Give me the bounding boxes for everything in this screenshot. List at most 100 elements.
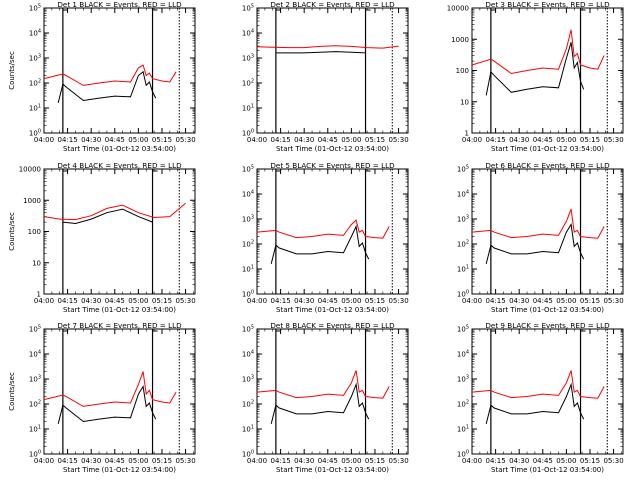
plot-frame [256, 328, 409, 455]
x-tick-label: 04:45 [318, 297, 338, 305]
x-tick-label: 05:00 [128, 136, 148, 144]
x-tick-label: 04:15 [486, 297, 506, 305]
y-tick-label: 101 [29, 104, 41, 113]
y-tick-label: 1 [37, 291, 41, 299]
x-tick-label: 04:45 [318, 136, 338, 144]
y-tick-label: 102 [242, 79, 254, 88]
series-line-events [485, 223, 585, 265]
x-tick-label: 04:00 [247, 136, 267, 144]
x-tick-label: 04:00 [462, 297, 482, 305]
x-tick-label: 04:30 [509, 457, 529, 465]
x-tick-label: 05:15 [152, 457, 172, 465]
x-tick-label: 04:15 [271, 457, 291, 465]
x-tick-label: 04:45 [533, 457, 553, 465]
y-tick-label: 100 [242, 129, 254, 138]
x-tick-label: 04:15 [486, 457, 506, 465]
panel-title: Det 4 BLACK = Events, RED = LLD [57, 161, 182, 170]
y-tick-label: 102 [29, 400, 41, 409]
x-tick-label: 04:15 [58, 136, 78, 144]
x-tick-label: 05:30 [388, 457, 408, 465]
x-tick-label: 04:30 [81, 136, 101, 144]
x-axis-label: Start Time (01-Oct-12 03:54:00) [276, 145, 389, 153]
y-tick-label: 100 [242, 450, 254, 459]
x-tick-label: 04:30 [81, 457, 101, 465]
y-tick-label: 105 [242, 4, 254, 13]
y-tick-label: 103 [457, 375, 469, 384]
y-tick-label: 100 [456, 67, 469, 75]
x-tick-label: 05:00 [341, 297, 361, 305]
series-line-lld [471, 208, 605, 239]
y-tick-label: 101 [242, 425, 254, 434]
x-tick-label: 05:00 [128, 297, 148, 305]
panel-title: Det 7 BLACK = Events, RED = LLD [57, 321, 182, 330]
detector-panel-5: Det 5 BLACK = Events, RED = LLD 100 101 102… [242, 161, 409, 314]
y-tick-label: 10 [460, 98, 469, 106]
detector-panel-7: Det 7 BLACK = Events, RED = LLD 100 101 102… [8, 321, 196, 474]
series-line-lld [256, 370, 390, 399]
x-tick-label: 05:30 [388, 136, 408, 144]
x-tick-label: 04:45 [105, 297, 125, 305]
x-tick-label: 05:00 [128, 457, 148, 465]
y-tick-label: 101 [457, 425, 469, 434]
panel-title: Det 2 BLACK = Events, RED = LLD [270, 0, 395, 9]
panel-title: Det 5 BLACK = Events, RED = LLD [270, 161, 395, 170]
y-tick-label: 105 [29, 325, 41, 334]
x-tick-label: 05:30 [603, 457, 623, 465]
series-line-lld [471, 29, 605, 75]
detector-panel-6: Det 6 BLACK = Events, RED = LLD 100 101 102… [457, 161, 624, 314]
y-tick-label: 105 [457, 165, 469, 174]
plot-frame [256, 168, 409, 295]
y-tick-label: 100 [457, 450, 469, 459]
x-tick-label: 05:15 [580, 297, 600, 305]
series-line-lld [43, 64, 177, 86]
series-line-lld [471, 370, 605, 399]
y-tick-label: 101 [29, 425, 41, 434]
detector-panel-4: Det 4 BLACK = Events, RED = LLD 1 10 100 100… [8, 161, 196, 314]
detector-panel-8: Det 8 BLACK = Events, RED = LLD 100 101 102… [242, 321, 409, 474]
x-tick-label: 04:30 [294, 457, 314, 465]
y-tick-label: 104 [457, 350, 469, 359]
y-axis-label: Counts/sec [8, 372, 16, 411]
y-tick-label: 105 [457, 325, 469, 334]
x-tick-label: 05:15 [152, 297, 172, 305]
x-axis-label: Start Time (01-Oct-12 03:54:00) [491, 306, 604, 314]
x-tick-label: 05:30 [603, 297, 623, 305]
x-tick-label: 05:30 [603, 136, 623, 144]
y-tick-label: 103 [29, 54, 41, 63]
y-tick-label: 105 [29, 4, 41, 13]
x-tick-label: 04:00 [247, 457, 267, 465]
y-tick-label: 10000 [19, 166, 41, 174]
x-tick-label: 05:30 [175, 457, 195, 465]
x-tick-label: 05:00 [341, 457, 361, 465]
series-line-events [485, 42, 585, 96]
x-tick-label: 05:15 [152, 136, 172, 144]
y-tick-label: 10000 [447, 5, 469, 13]
x-tick-label: 04:15 [271, 297, 291, 305]
y-tick-label: 102 [242, 240, 254, 249]
x-axis-label: Start Time (01-Oct-12 03:54:00) [63, 306, 176, 314]
y-tick-label: 103 [242, 54, 254, 63]
x-tick-label: 05:00 [341, 136, 361, 144]
y-tick-label: 104 [29, 350, 41, 359]
y-tick-label: 104 [242, 29, 254, 38]
series-line-events [485, 382, 585, 425]
y-tick-label: 101 [457, 265, 469, 274]
y-tick-label: 100 [457, 290, 469, 299]
plot-frame [471, 328, 624, 455]
y-tick-label: 104 [242, 190, 254, 199]
x-tick-label: 04:00 [462, 457, 482, 465]
detector-panel-1: Det 1 BLACK = Events, RED = LLD 100 101 102… [8, 0, 196, 153]
y-tick-label: 102 [29, 79, 41, 88]
series-line-events [62, 208, 153, 225]
plot-frame [43, 7, 196, 134]
x-tick-label: 04:00 [247, 297, 267, 305]
y-tick-label: 102 [242, 400, 254, 409]
x-axis-label: Start Time (01-Oct-12 03:54:00) [491, 466, 604, 474]
x-tick-label: 04:45 [533, 136, 553, 144]
x-tick-label: 05:30 [388, 297, 408, 305]
x-tick-label: 04:30 [509, 136, 529, 144]
y-axis-label: Counts/sec [8, 51, 16, 90]
panel-title: Det 3 BLACK = Events, RED = LLD [485, 0, 610, 9]
y-tick-label: 103 [457, 215, 469, 224]
